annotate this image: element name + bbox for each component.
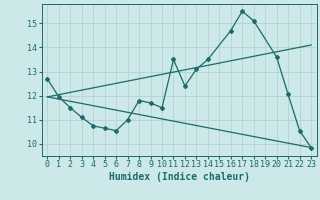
X-axis label: Humidex (Indice chaleur): Humidex (Indice chaleur) [109, 172, 250, 182]
